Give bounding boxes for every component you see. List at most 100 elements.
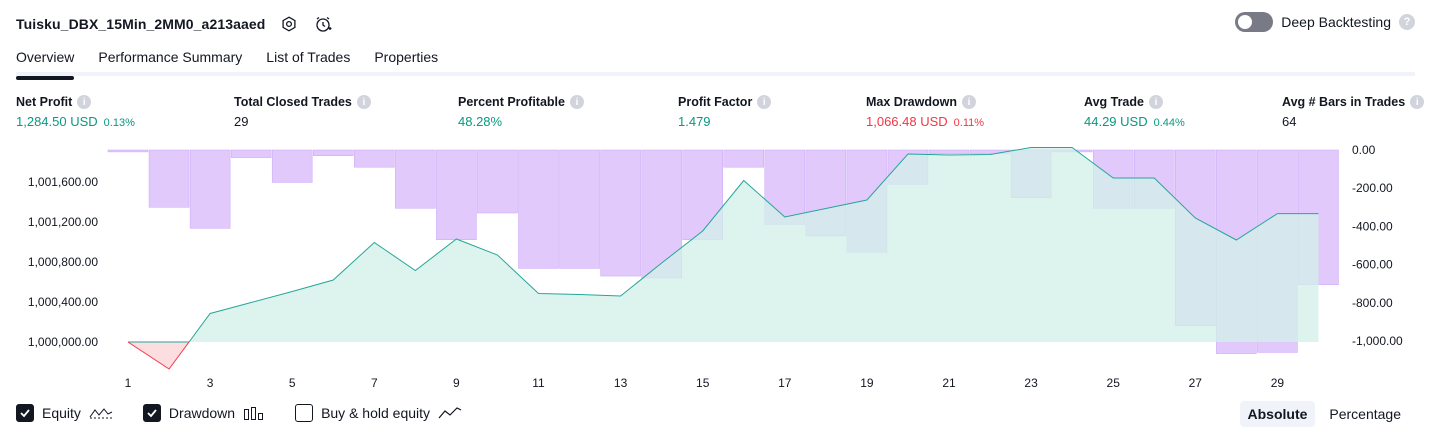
legend-equity-label: Equity (42, 405, 81, 421)
right-axis-tick-label: -400.00 (1352, 219, 1393, 233)
drawdown-bar (600, 149, 641, 277)
stat-label: Profit Factor (678, 95, 753, 109)
stat-net-profit: Net Profit i 1,284.50 USD 0.13% (16, 94, 135, 129)
stat-value: 1.479 (678, 114, 711, 129)
drawdown-bar (559, 149, 600, 269)
stat-percent: 0.13% (103, 117, 135, 129)
left-axis-tick-label: 1,001,200.00 (28, 215, 98, 229)
x-axis-tick-label: 1 (125, 376, 132, 390)
stat-value: 1,066.48 USD (866, 114, 948, 129)
chart-legend: Equity Drawdown Buy & hold equity (16, 404, 492, 422)
info-icon[interactable]: i (962, 95, 976, 109)
drawdown-bar (928, 149, 970, 155)
info-icon[interactable]: i (757, 95, 772, 109)
legend-equity[interactable]: Equity (16, 404, 113, 422)
absolute-button[interactable]: Absolute (1239, 401, 1316, 427)
equity-line-icon (89, 406, 113, 420)
drawdown-bar (764, 149, 806, 225)
report-tabs: Overview Performance Summary List of Tra… (16, 44, 1415, 80)
right-axis-tick-label: -1,000.00 (1352, 334, 1403, 348)
x-axis-tick-label: 9 (453, 376, 460, 390)
drawdown-bar (230, 149, 272, 158)
drawdown-bar (518, 149, 559, 269)
drawdown-bar (148, 149, 190, 208)
x-axis-tick-label: 23 (1024, 376, 1038, 390)
deep-backtesting-label: Deep Backtesting (1281, 14, 1391, 30)
stat-label: Max Drawdown (866, 95, 957, 109)
x-axis-tick-label: 3 (207, 376, 214, 390)
legend-drawdown[interactable]: Drawdown (142, 404, 265, 422)
drawdown-bar (189, 149, 231, 229)
stat-label: Total Closed Trades (234, 95, 352, 109)
right-axis-tick-label: -800.00 (1352, 296, 1393, 310)
buy-hold-line-icon (438, 406, 462, 420)
toggle-knob (1238, 15, 1253, 29)
x-axis-tick-label: 13 (614, 376, 628, 390)
x-axis-tick-label: 21 (942, 376, 956, 390)
value-mode-switch: Absolute Percentage (1239, 401, 1410, 427)
x-axis-tick-label: 7 (371, 376, 378, 390)
equity-line-negative (127, 341, 190, 370)
drawdown-bar (354, 149, 395, 168)
x-axis-tick-label: 17 (778, 376, 792, 390)
stat-value: 1,284.50 USD (16, 114, 98, 129)
stat-avg-bars: Avg # Bars in Trades i 64 (1282, 94, 1425, 129)
stat-percent: 0.44% (1153, 117, 1185, 129)
stat-percent: 0.11% (953, 117, 985, 129)
x-axis-tick-label: 11 (532, 376, 545, 390)
stat-label: Percent Profitable (458, 95, 565, 109)
info-icon[interactable]: i (356, 95, 371, 109)
drawdown-checkbox[interactable] (142, 404, 161, 422)
x-axis-tick-label: 19 (860, 376, 874, 390)
stat-max-drawdown: Max Drawdown i 1,066.48 USD 0.11% (866, 94, 984, 129)
legend-drawdown-label: Drawdown (168, 405, 236, 421)
right-axis-tick-label: 0.00 (1352, 143, 1376, 157)
right-axis-tick-label: -600.00 (1352, 258, 1393, 272)
help-icon[interactable]: ? (1399, 14, 1415, 30)
drawdown-bar (107, 149, 149, 153)
equity-drawdown-chart[interactable]: 1,001,600.00 1,001,200.00 1,000,800.00 1,00… (0, 140, 1431, 395)
buy-hold-checkbox[interactable] (295, 404, 314, 422)
stat-value: 64 (1282, 114, 1297, 129)
stat-percent-profitable: Percent Profitable i 48.28% (458, 94, 584, 129)
tab-list-of-trades[interactable]: List of Trades (266, 49, 351, 65)
x-axis-tick-label: 29 (1271, 376, 1285, 390)
left-axis-tick-label: 1,000,400.00 (28, 295, 98, 309)
tab-performance-summary[interactable]: Performance Summary (98, 49, 243, 65)
info-icon[interactable]: i (1410, 95, 1425, 109)
tab-overview[interactable]: Overview (16, 44, 75, 80)
drawdown-bar (313, 149, 354, 156)
info-icon[interactable]: i (77, 95, 92, 109)
x-axis-tick-label: 15 (696, 376, 710, 390)
deep-backtesting: Deep Backtesting ? (1235, 12, 1415, 32)
stat-total-closed-trades: Total Closed Trades i 29 (234, 94, 371, 129)
drawdown-bars-icon (243, 406, 265, 420)
left-axis-tick-label: 1,001,600.00 (28, 175, 98, 189)
settings-gear-icon[interactable] (279, 14, 299, 34)
equity-area-negative (128, 342, 190, 369)
deep-backtesting-toggle[interactable] (1235, 12, 1274, 32)
add-alert-clock-icon[interactable] (313, 14, 333, 34)
info-icon[interactable]: i (1148, 95, 1163, 109)
stat-label: Avg # Bars in Trades (1282, 95, 1406, 109)
stat-value: 29 (234, 114, 249, 129)
stat-value: 44.29 USD (1084, 114, 1148, 129)
left-axis-tick-label: 1,000,000.00 (28, 335, 98, 349)
stat-avg-trade: Avg Trade i 44.29 USD 0.44% (1084, 94, 1185, 129)
drawdown-bar (436, 149, 477, 241)
tab-properties[interactable]: Properties (374, 49, 439, 65)
x-axis-tick-label: 27 (1189, 376, 1203, 390)
equity-area-positive (128, 147, 1319, 342)
stat-profit-factor: Profit Factor i 1.479 (678, 94, 772, 129)
info-icon[interactable]: i (569, 95, 584, 109)
strategy-name: Tuisku_DBX_15Min_2MM0_a213aaed (16, 16, 266, 32)
stat-label: Net Profit (16, 95, 73, 109)
drawdown-bar (723, 149, 764, 168)
x-axis-tick-label: 25 (1107, 376, 1121, 390)
equity-checkbox[interactable] (16, 404, 34, 422)
legend-buy-hold[interactable]: Buy & hold equity (295, 404, 462, 422)
percentage-button[interactable]: Percentage (1329, 406, 1401, 422)
stat-value: 48.28% (458, 114, 503, 129)
strategy-header: Tuisku_DBX_15Min_2MM0_a213aaed (16, 12, 333, 36)
x-axis-tick-label: 5 (289, 376, 296, 390)
